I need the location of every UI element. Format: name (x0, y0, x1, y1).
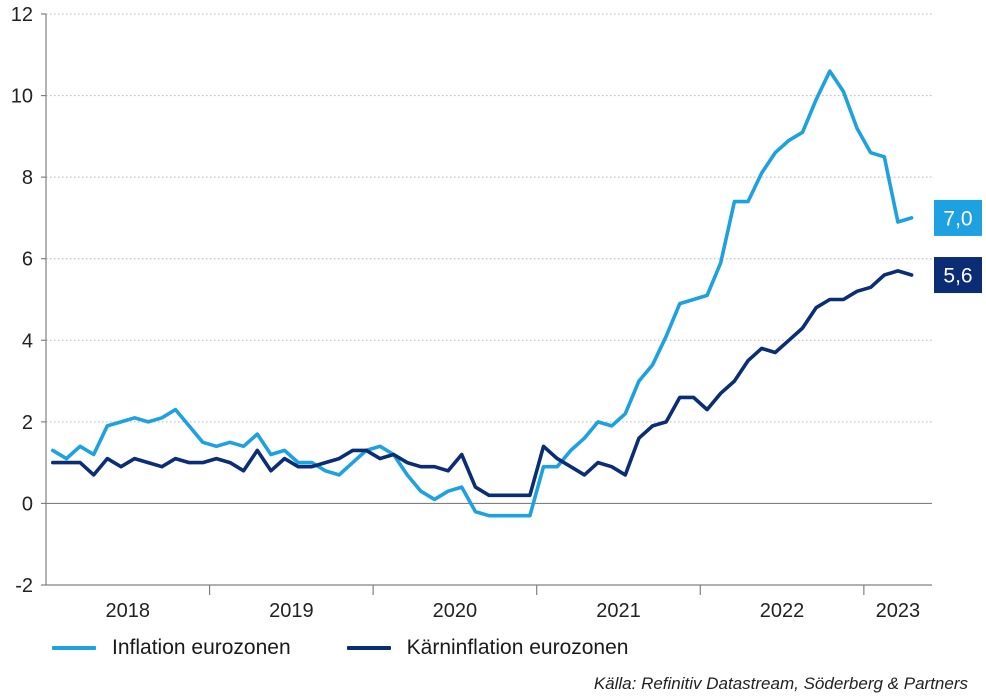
y-tick-label: 0 (22, 493, 33, 515)
x-tick-label: 2022 (760, 600, 805, 622)
series-line-inflation (50, 69, 914, 518)
legend-item-core-inflation: Kärninflation eurozonen (346, 636, 629, 660)
legend-label-inflation: Inflation eurozonen (112, 636, 291, 659)
y-tick-label: 8 (22, 167, 33, 189)
source-note: Källa: Refinitiv Datastream, Söderberg &… (593, 674, 968, 693)
x-tick-label: 2021 (596, 600, 641, 622)
y-tick-label: 4 (22, 330, 33, 352)
legend-swatch-inflation (52, 646, 96, 650)
legend-swatch-core-inflation (346, 646, 391, 650)
axes: -2 0 2 4 6 8 10 12 2018 2019 2020 2021 2022 2023 (11, 4, 932, 622)
legend-item-inflation: Inflation eurozonen (52, 636, 291, 660)
end-value-label: 5,6 (943, 265, 972, 288)
end-label-box (934, 257, 982, 294)
end-labels: 7,0 5,6 (934, 199, 982, 294)
y-tick-label: 2 (22, 412, 33, 434)
y-tick-label: 10 (11, 86, 33, 108)
y-tick-label: 12 (11, 4, 33, 26)
x-tick-label: 2020 (433, 600, 478, 622)
y-tick-label: -2 (15, 575, 33, 597)
x-tick-label: 2023 (876, 600, 921, 622)
end-value-label: 7,0 (943, 207, 972, 230)
x-tick-label: 2019 (269, 600, 314, 622)
end-label-box (934, 199, 982, 236)
series-line-core-inflation (50, 269, 914, 498)
legend-label-core-inflation: Kärninflation eurozonen (406, 636, 629, 659)
y-tick-label: 6 (22, 249, 33, 271)
legend: Inflation eurozonen Kärninflation eurozo… (52, 636, 684, 660)
x-tick-label: 2018 (106, 600, 151, 622)
series (50, 69, 914, 518)
gridlines (46, 13, 932, 586)
